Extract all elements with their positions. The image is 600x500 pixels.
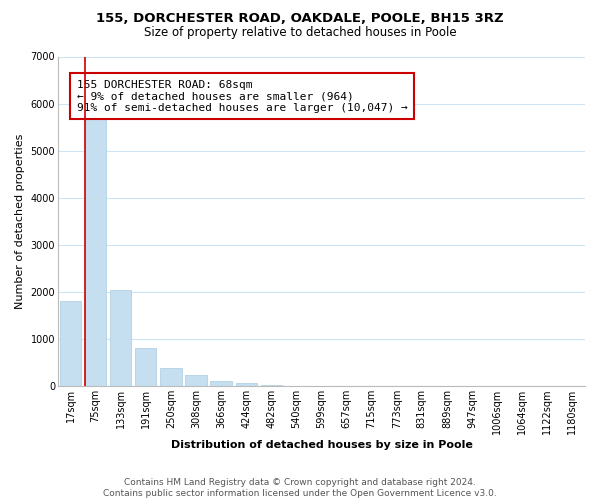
Bar [260,385,282,386]
Bar [236,383,257,386]
Text: 155 DORCHESTER ROAD: 68sqm
← 9% of detached houses are smaller (964)
91% of semi: 155 DORCHESTER ROAD: 68sqm ← 9% of detac… [77,80,408,113]
Bar [185,375,206,386]
Text: Contains HM Land Registry data © Crown copyright and database right 2024.
Contai: Contains HM Land Registry data © Crown c… [103,478,497,498]
Bar [110,290,131,386]
Y-axis label: Number of detached properties: Number of detached properties [15,134,25,309]
Text: 155, DORCHESTER ROAD, OAKDALE, POOLE, BH15 3RZ: 155, DORCHESTER ROAD, OAKDALE, POOLE, BH… [96,12,504,26]
Bar [160,368,182,386]
Bar [60,302,81,386]
X-axis label: Distribution of detached houses by size in Poole: Distribution of detached houses by size … [170,440,472,450]
Bar [135,348,157,386]
Text: Size of property relative to detached houses in Poole: Size of property relative to detached ho… [143,26,457,39]
Bar [211,380,232,386]
Bar [85,116,106,386]
